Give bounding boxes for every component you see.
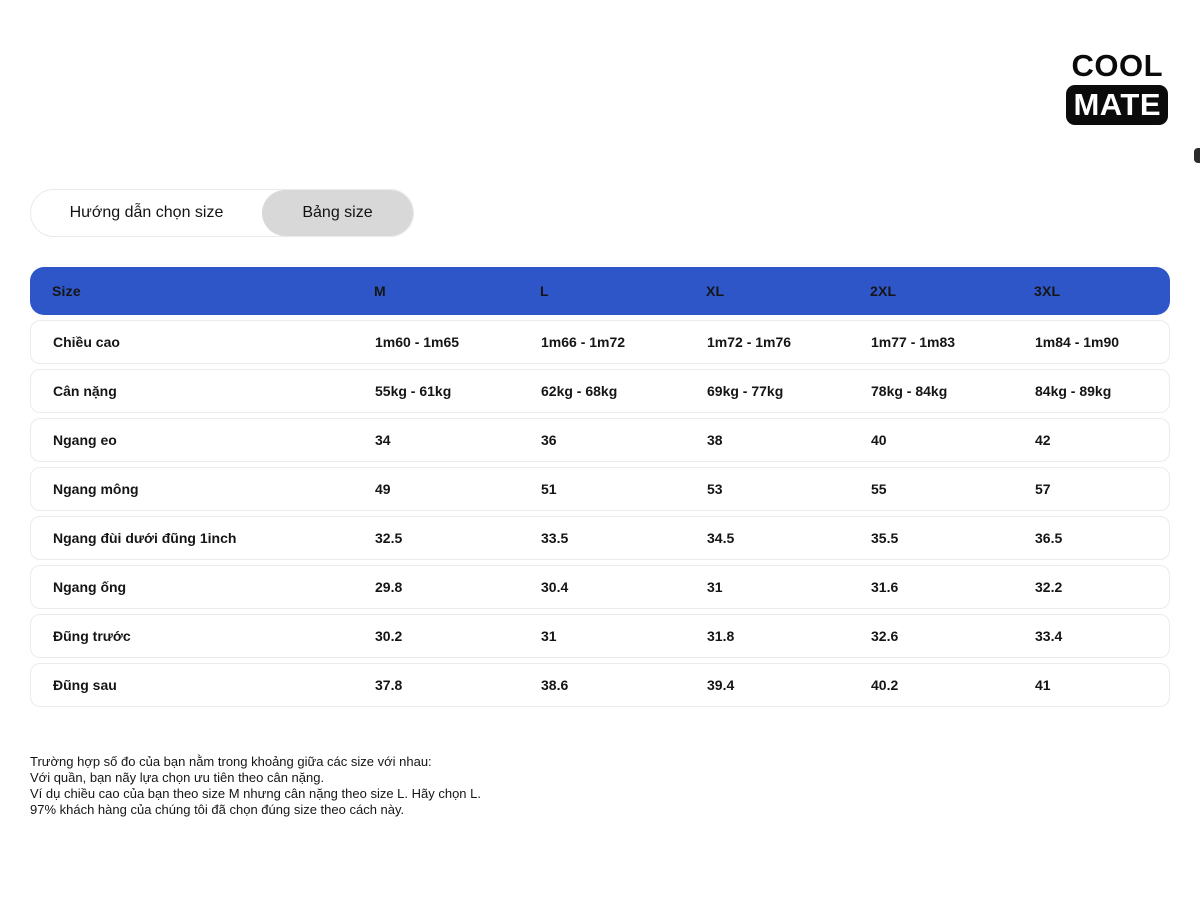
logo-text-cool: COOL: [1071, 48, 1164, 83]
size-table: Size M L XL 2XL 3XL Chiều cao 1m60 - 1m6…: [30, 267, 1170, 707]
tab-bang-size[interactable]: Bảng size: [262, 190, 413, 236]
row-value: 41: [1035, 677, 1051, 693]
row-value: 1m72 - 1m76: [707, 334, 792, 350]
table-row: Chiều cao 1m60 - 1m65 1m66 - 1m72 1m72 -…: [30, 320, 1170, 364]
row-value: 1m84 - 1m90: [1035, 334, 1120, 350]
row-value: 55kg - 61kg: [375, 383, 452, 399]
table-row: Ngang mông 49 51 53 55 57: [30, 467, 1170, 511]
row-value: 42: [1035, 432, 1051, 448]
size-guide-tabs: Hướng dẫn chọn size Bảng size: [30, 189, 414, 237]
header-cell-xl: XL: [706, 283, 725, 299]
row-value: 32.6: [871, 628, 899, 644]
row-value: 32.5: [375, 530, 403, 546]
size-advice-note: Trường hợp số đo của bạn nằm trong khoản…: [30, 754, 481, 818]
row-label: Đũng trước: [53, 628, 131, 644]
header-cell-m: M: [374, 283, 386, 299]
row-value: 38.6: [541, 677, 569, 693]
note-line: 97% khách hàng của chúng tôi đã chọn đún…: [30, 802, 405, 817]
row-value: 34.5: [707, 530, 735, 546]
row-value: 30.2: [375, 628, 403, 644]
table-row: Ngang eo 34 36 38 40 42: [30, 418, 1170, 462]
row-label: Ngang đùi dưới đũng 1inch: [53, 530, 237, 546]
row-value: 53: [707, 481, 723, 497]
row-value: 36.5: [1035, 530, 1063, 546]
row-value: 1m60 - 1m65: [375, 334, 460, 350]
row-label: Ngang mông: [53, 481, 139, 497]
row-label: Ngang ống: [53, 579, 127, 595]
row-label: Chiều cao: [53, 334, 120, 350]
row-value: 31.6: [871, 579, 899, 595]
table-header-row: Size M L XL 2XL 3XL: [30, 267, 1170, 315]
header-cell-size: Size: [52, 283, 81, 299]
row-value: 57: [1035, 481, 1051, 497]
row-label: Đũng sau: [53, 677, 117, 693]
row-value: 29.8: [375, 579, 403, 595]
logo-text-mate: MATE: [1066, 85, 1168, 125]
row-value: 32.2: [1035, 579, 1063, 595]
row-value: 69kg - 77kg: [707, 383, 784, 399]
row-value: 84kg - 89kg: [1035, 383, 1112, 399]
header-cell-2xl: 2XL: [870, 283, 897, 299]
row-value: 78kg - 84kg: [871, 383, 948, 399]
clipped-edge-artifact: [1194, 148, 1200, 163]
table-row: Cân nặng 55kg - 61kg 62kg - 68kg 69kg - …: [30, 369, 1170, 413]
row-value: 37.8: [375, 677, 403, 693]
header-cell-l: L: [540, 283, 549, 299]
row-value: 38: [707, 432, 723, 448]
table-row: Đũng sau 37.8 38.6 39.4 40.2 41: [30, 663, 1170, 707]
row-value: 35.5: [871, 530, 899, 546]
note-line: Ví dụ chiều cao của bạn theo size M nhưn…: [30, 786, 481, 801]
row-value: 40.2: [871, 677, 899, 693]
row-value: 62kg - 68kg: [541, 383, 618, 399]
row-value: 1m66 - 1m72: [541, 334, 626, 350]
row-label: Cân nặng: [53, 383, 117, 399]
coolmate-logo: COOL MATE: [1066, 50, 1168, 125]
row-value: 33.4: [1035, 628, 1063, 644]
row-label: Ngang eo: [53, 432, 117, 448]
row-value: 1m77 - 1m83: [871, 334, 956, 350]
row-value: 31: [541, 628, 557, 644]
table-row: Đũng trước 30.2 31 31.8 32.6 33.4: [30, 614, 1170, 658]
row-value: 34: [375, 432, 391, 448]
row-value: 51: [541, 481, 557, 497]
row-value: 33.5: [541, 530, 569, 546]
row-value: 55: [871, 481, 887, 497]
header-cell-3xl: 3XL: [1034, 283, 1061, 299]
tab-huong-dan-chon-size[interactable]: Hướng dẫn chọn size: [69, 204, 224, 221]
note-line: Trường hợp số đo của bạn nằm trong khoản…: [30, 754, 432, 769]
note-line: Với quần, bạn nãy lựa chọn ưu tiên theo …: [30, 770, 325, 785]
row-value: 31.8: [707, 628, 735, 644]
table-row: Ngang đùi dưới đũng 1inch 32.5 33.5 34.5…: [30, 516, 1170, 560]
row-value: 36: [541, 432, 557, 448]
table-row: Ngang ống 29.8 30.4 31 31.6 32.2: [30, 565, 1170, 609]
row-value: 31: [707, 579, 723, 595]
row-value: 30.4: [541, 579, 569, 595]
row-value: 49: [375, 481, 391, 497]
row-value: 39.4: [707, 677, 735, 693]
row-value: 40: [871, 432, 887, 448]
